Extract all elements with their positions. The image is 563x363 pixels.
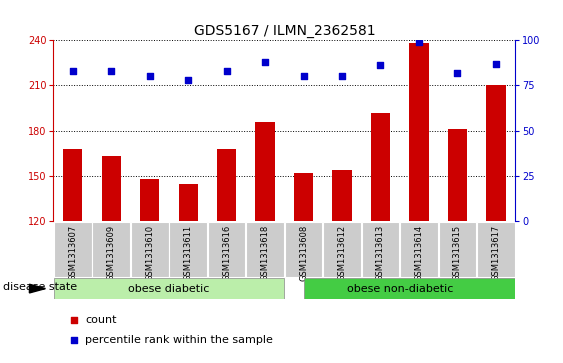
Text: GSM1313608: GSM1313608 bbox=[299, 225, 308, 281]
Bar bbox=[63, 149, 82, 221]
FancyBboxPatch shape bbox=[246, 222, 284, 277]
Point bbox=[145, 73, 154, 79]
Text: GSM1313612: GSM1313612 bbox=[338, 225, 346, 281]
Text: percentile rank within the sample: percentile rank within the sample bbox=[85, 335, 273, 345]
FancyBboxPatch shape bbox=[439, 222, 476, 277]
FancyBboxPatch shape bbox=[54, 222, 92, 277]
Bar bbox=[332, 170, 352, 221]
Point bbox=[69, 337, 78, 343]
FancyBboxPatch shape bbox=[400, 222, 438, 277]
Text: GSM1313618: GSM1313618 bbox=[261, 225, 270, 281]
FancyBboxPatch shape bbox=[92, 222, 130, 277]
Point bbox=[222, 68, 231, 74]
Text: obese diabetic: obese diabetic bbox=[128, 284, 209, 294]
FancyBboxPatch shape bbox=[477, 222, 515, 277]
FancyBboxPatch shape bbox=[323, 222, 361, 277]
Point bbox=[184, 77, 193, 83]
Text: obese non-diabetic: obese non-diabetic bbox=[347, 284, 453, 294]
Polygon shape bbox=[29, 284, 46, 293]
Bar bbox=[294, 173, 313, 221]
Bar bbox=[256, 122, 275, 221]
Bar bbox=[101, 156, 121, 221]
Text: GSM1313609: GSM1313609 bbox=[107, 225, 115, 281]
Point bbox=[414, 39, 423, 45]
Point bbox=[107, 68, 116, 74]
FancyBboxPatch shape bbox=[304, 278, 534, 299]
Bar bbox=[140, 179, 159, 221]
Text: GSM1313617: GSM1313617 bbox=[491, 225, 501, 281]
FancyBboxPatch shape bbox=[208, 222, 245, 277]
FancyBboxPatch shape bbox=[54, 278, 284, 299]
Bar bbox=[371, 113, 390, 221]
FancyBboxPatch shape bbox=[361, 222, 399, 277]
Point bbox=[491, 61, 501, 66]
Point bbox=[261, 59, 270, 65]
Text: GSM1313607: GSM1313607 bbox=[68, 225, 77, 281]
Point bbox=[337, 73, 346, 79]
Text: count: count bbox=[85, 315, 117, 325]
FancyBboxPatch shape bbox=[169, 222, 207, 277]
Bar bbox=[448, 129, 467, 221]
Text: GSM1313610: GSM1313610 bbox=[145, 225, 154, 281]
Text: disease state: disease state bbox=[3, 282, 77, 292]
Bar bbox=[178, 184, 198, 221]
FancyBboxPatch shape bbox=[285, 222, 323, 277]
Title: GDS5167 / ILMN_2362581: GDS5167 / ILMN_2362581 bbox=[194, 24, 375, 37]
Point bbox=[299, 73, 308, 79]
Bar bbox=[409, 43, 428, 221]
Bar bbox=[217, 149, 236, 221]
Text: GSM1313614: GSM1313614 bbox=[414, 225, 423, 281]
Bar bbox=[486, 85, 506, 221]
Text: GSM1313611: GSM1313611 bbox=[184, 225, 193, 281]
Point bbox=[68, 68, 77, 74]
FancyBboxPatch shape bbox=[131, 222, 168, 277]
Text: GSM1313613: GSM1313613 bbox=[376, 225, 385, 281]
Text: GSM1313616: GSM1313616 bbox=[222, 225, 231, 281]
Text: GSM1313615: GSM1313615 bbox=[453, 225, 462, 281]
Point bbox=[453, 70, 462, 76]
Point bbox=[69, 317, 78, 323]
Point bbox=[376, 62, 385, 68]
